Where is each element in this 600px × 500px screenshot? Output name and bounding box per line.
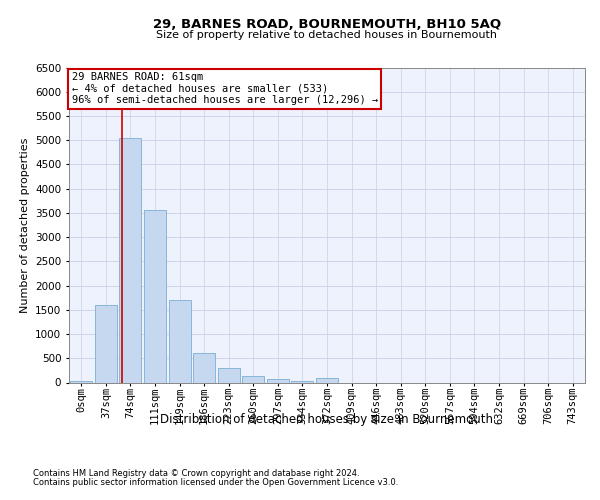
- Text: Contains HM Land Registry data © Crown copyright and database right 2024.: Contains HM Land Registry data © Crown c…: [33, 469, 359, 478]
- Text: Size of property relative to detached houses in Bournemouth: Size of property relative to detached ho…: [157, 30, 497, 40]
- Bar: [267, 378, 289, 382]
- Bar: [144, 210, 166, 382]
- Bar: [119, 138, 142, 382]
- Bar: [316, 378, 338, 382]
- Bar: [292, 381, 313, 382]
- Text: Contains public sector information licensed under the Open Government Licence v3: Contains public sector information licen…: [33, 478, 398, 487]
- Bar: [169, 300, 191, 382]
- Bar: [242, 376, 265, 382]
- Bar: [95, 305, 117, 382]
- Bar: [193, 354, 215, 382]
- Bar: [218, 368, 240, 382]
- Text: 29, BARNES ROAD, BOURNEMOUTH, BH10 5AQ: 29, BARNES ROAD, BOURNEMOUTH, BH10 5AQ: [153, 18, 501, 30]
- Text: Distribution of detached houses by size in Bournemouth: Distribution of detached houses by size …: [161, 412, 493, 426]
- Y-axis label: Number of detached properties: Number of detached properties: [20, 138, 29, 312]
- Bar: [70, 380, 92, 382]
- Text: 29 BARNES ROAD: 61sqm
← 4% of detached houses are smaller (533)
96% of semi-deta: 29 BARNES ROAD: 61sqm ← 4% of detached h…: [71, 72, 378, 106]
